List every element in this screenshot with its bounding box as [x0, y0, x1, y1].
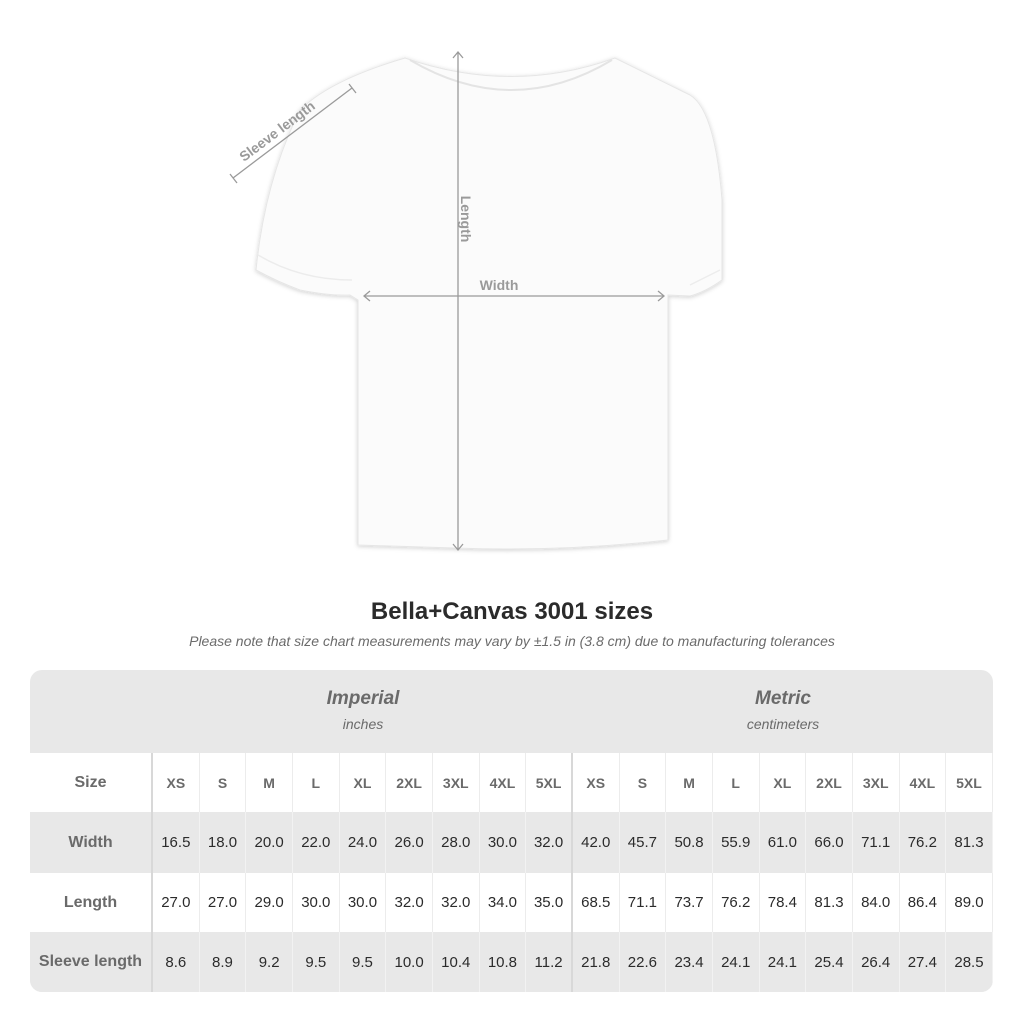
- metric-value-cell: 55.9: [713, 812, 760, 873]
- imperial-value-cell: 30.0: [293, 873, 340, 932]
- imperial-value-cell: 35.0: [526, 873, 573, 932]
- table-row: Length 27.0 27.0 29.0 30.0 30.0 32.0 32.0 34.0 35…: [30, 873, 993, 932]
- metric-value-cell: 81.3: [806, 873, 853, 932]
- metric-unit: centimeters: [746, 716, 820, 732]
- metric-value-cell: 42.0: [573, 812, 620, 873]
- metric-value-cell: 26.4: [853, 932, 900, 992]
- imperial-value-cell: 22.0: [293, 812, 340, 873]
- width-label: Width: [480, 277, 519, 293]
- size-header-cell: XL: [340, 753, 387, 812]
- imperial-value-cell: 10.8: [480, 932, 527, 992]
- size-header-cell: S: [200, 753, 247, 812]
- size-header-cell: XS: [573, 753, 620, 812]
- imperial-value-cell: 9.2: [246, 932, 293, 992]
- tolerance-note: Please note that size chart measurements…: [189, 633, 835, 649]
- size-header-row: Size XS S M L XL 2XL 3XL 4XL 5XL XS S M L XL 2XL 3XL 4XL 5…: [30, 753, 993, 812]
- imperial-value-cell: 26.0: [386, 812, 433, 873]
- imperial-value-cell: 9.5: [293, 932, 340, 992]
- page-title: Bella+Canvas 3001 sizes: [370, 598, 654, 625]
- metric-value-cell: 28.5: [946, 932, 993, 992]
- imperial-value-cell: 10.4: [433, 932, 480, 992]
- imperial-value-cell: 20.0: [246, 812, 293, 873]
- metric-value-cell: 84.0: [853, 873, 900, 932]
- metric-value-cell: 45.7: [620, 812, 667, 873]
- metric-value-cell: 27.4: [900, 932, 947, 992]
- size-header-cell: L: [713, 753, 760, 812]
- length-label: Length: [458, 196, 474, 243]
- size-header-cell: 5XL: [526, 753, 573, 812]
- imperial-value-cell: 9.5: [340, 932, 387, 992]
- imperial-value-cell: 32.0: [433, 873, 480, 932]
- metric-heading: Metric: [755, 688, 811, 709]
- metric-value-cell: 73.7: [666, 873, 713, 932]
- metric-value-cell: 76.2: [713, 873, 760, 932]
- sleeve-length-line: [232, 87, 353, 179]
- size-header-cell: XS: [153, 753, 200, 812]
- size-header-cell: 2XL: [386, 753, 433, 812]
- imperial-value-cell: 18.0: [200, 812, 247, 873]
- metric-value-cell: 21.8: [573, 932, 620, 992]
- imperial-value-cell: 32.0: [386, 873, 433, 932]
- size-header-cell: 3XL: [853, 753, 900, 812]
- size-header-cell: 5XL: [946, 753, 993, 812]
- metric-value-cell: 81.3: [946, 812, 993, 873]
- metric-value-cell: 86.4: [900, 873, 947, 932]
- imperial-value-cell: 11.2: [526, 932, 573, 992]
- metric-header: Metric centimeters: [573, 670, 993, 753]
- imperial-value-cell: 27.0: [200, 873, 247, 932]
- table-row: Width 16.5 18.0 20.0 22.0 24.0 26.0 28.0 30.0 32.…: [30, 812, 993, 873]
- imperial-heading: Imperial: [326, 688, 400, 709]
- metric-value-cell: 25.4: [806, 932, 853, 992]
- tshirt-diagram: Sleeve length Length Width: [229, 50, 723, 552]
- imperial-header: Imperial inches: [153, 670, 573, 753]
- imperial-value-cell: 8.6: [153, 932, 200, 992]
- metric-value-cell: 24.1: [713, 932, 760, 992]
- metric-value-cell: 78.4: [760, 873, 807, 932]
- row-label: Sleeve length: [30, 932, 153, 992]
- imperial-value-cell: 30.0: [480, 812, 527, 873]
- imperial-value-cell: 34.0: [480, 873, 527, 932]
- imperial-value-cell: 16.5: [153, 812, 200, 873]
- metric-value-cell: 66.0: [806, 812, 853, 873]
- size-table: Imperial inches Metric centimeters Size X…: [30, 670, 993, 992]
- metric-value-cell: 76.2: [900, 812, 947, 873]
- row-label: Width: [30, 812, 153, 873]
- imperial-value-cell: 28.0: [433, 812, 480, 873]
- size-header-cell: L: [293, 753, 340, 812]
- metric-value-cell: 89.0: [946, 873, 993, 932]
- size-label: Size: [30, 753, 153, 812]
- tshirt-body: [255, 57, 723, 550]
- imperial-value-cell: 8.9: [200, 932, 247, 992]
- metric-value-cell: 22.6: [620, 932, 667, 992]
- metric-value-cell: 71.1: [853, 812, 900, 873]
- row-label: Length: [30, 873, 153, 932]
- size-header-cell: XL: [760, 753, 807, 812]
- size-header-cell: M: [666, 753, 713, 812]
- metric-value-cell: 23.4: [666, 932, 713, 992]
- imperial-value-cell: 30.0: [340, 873, 387, 932]
- metric-value-cell: 71.1: [620, 873, 667, 932]
- size-header-cell: 4XL: [480, 753, 527, 812]
- table-row: Sleeve length 8.6 8.9 9.2 9.5 9.5 10.0 10.4 10.8…: [30, 932, 993, 992]
- metric-value-cell: 68.5: [573, 873, 620, 932]
- size-header-cell: M: [246, 753, 293, 812]
- size-header-cell: S: [620, 753, 667, 812]
- size-header-cell: 3XL: [433, 753, 480, 812]
- imperial-unit: inches: [342, 716, 384, 732]
- size-header-cell: 4XL: [900, 753, 947, 812]
- tshirt-collar: [409, 59, 613, 91]
- imperial-value-cell: 29.0: [246, 873, 293, 932]
- imperial-value-cell: 32.0: [526, 812, 573, 873]
- metric-value-cell: 24.1: [760, 932, 807, 992]
- metric-value-cell: 50.8: [666, 812, 713, 873]
- imperial-value-cell: 10.0: [386, 932, 433, 992]
- size-header-cell: 2XL: [806, 753, 853, 812]
- metric-value-cell: 61.0: [760, 812, 807, 873]
- imperial-value-cell: 24.0: [340, 812, 387, 873]
- imperial-value-cell: 27.0: [153, 873, 200, 932]
